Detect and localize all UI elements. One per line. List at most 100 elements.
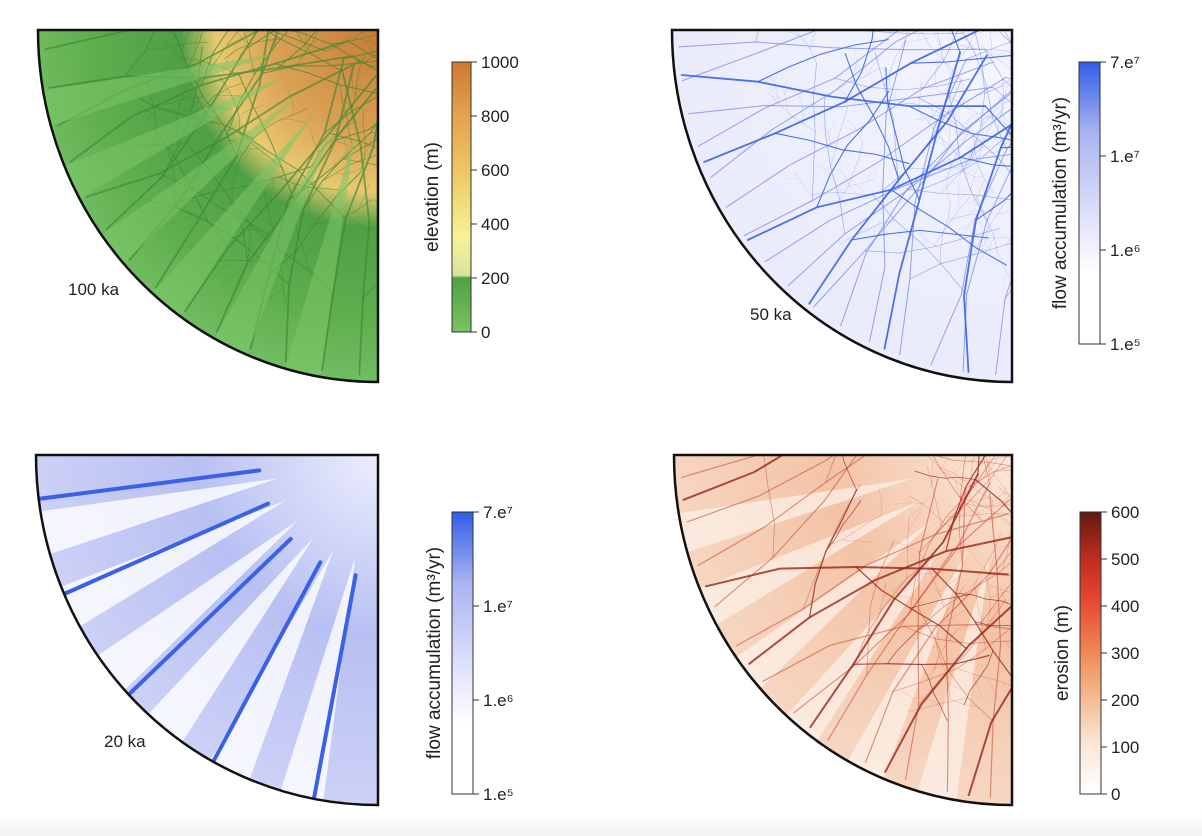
drainage-channel <box>878 487 882 516</box>
drainage-channel <box>235 147 252 172</box>
drainage-channel <box>963 650 994 706</box>
drainage-channel <box>212 259 234 280</box>
drainage-channel <box>917 241 929 248</box>
drainage-channel <box>984 49 1012 149</box>
drainage-channel <box>946 613 949 642</box>
drainage-channel <box>143 96 204 114</box>
drainage-channel <box>352 55 378 103</box>
drainage-channel <box>999 506 1012 517</box>
drainage-channel <box>825 30 964 35</box>
drainage-channel <box>341 70 371 376</box>
drainage-channel <box>1022 486 1027 547</box>
drainage-channel <box>1134 393 1161 401</box>
drainage-channel <box>180 82 202 102</box>
drainage-channel <box>1103 211 1112 220</box>
drainage-channel <box>1055 39 1078 53</box>
drainage-channel <box>981 455 991 479</box>
drainage-channel <box>1140 192 1152 195</box>
drainage-channel <box>1116 181 1140 195</box>
drainage-channel <box>401 196 414 220</box>
drainage-channel <box>790 30 795 34</box>
drainage-channel <box>961 502 986 517</box>
drainage-channel <box>973 201 1006 255</box>
drainage-channel <box>990 30 995 35</box>
drainage-channel <box>778 0 785 16</box>
drainage-channel <box>907 508 922 533</box>
drainage-channel <box>903 625 1012 644</box>
drainage-channel <box>954 162 967 165</box>
drainage-channel <box>400 6 406 33</box>
drainage-channel <box>1003 116 1011 127</box>
drainage-channel <box>988 243 991 256</box>
terrain-band <box>214 125 334 355</box>
colorbar-tick-label: 1.e⁵ <box>1110 335 1141 354</box>
drainage-channel <box>1033 181 1045 182</box>
drainage-channel <box>976 498 999 515</box>
bottom-fade <box>0 814 1202 836</box>
flow20-colorbar-title: flow accumulation (m³/yr) <box>424 547 445 759</box>
drainage-channel <box>267 178 273 207</box>
drainage-channel <box>1018 101 1030 104</box>
drainage-channel <box>719 384 767 421</box>
drainage-channel <box>953 456 977 474</box>
drainage-channel <box>918 599 1007 706</box>
drainage-channel <box>1169 104 1175 115</box>
drainage-channel <box>338 0 358 10</box>
drainage-channel <box>966 30 1012 60</box>
drainage-channel <box>885 30 895 40</box>
drainage-channel <box>1014 4 1037 18</box>
drainage-channel <box>1025 473 1038 497</box>
drainage-channel <box>949 698 977 707</box>
drainage-channel <box>839 142 863 201</box>
drainage-channel <box>967 164 977 174</box>
drainage-channel <box>299 217 317 241</box>
drainage-channel <box>304 30 308 54</box>
drainage-channel <box>981 118 984 148</box>
drainage-channel <box>909 594 971 609</box>
drainage-channel <box>167 213 194 226</box>
drainage-channel <box>1025 70 1052 76</box>
drainage-channel <box>908 495 960 532</box>
drainage-channel <box>982 67 985 80</box>
drainage-channel <box>1016 678 1042 688</box>
colorbar-tick-label: 100 <box>1111 738 1139 757</box>
drainage-channel <box>341 107 357 132</box>
drainage-channel <box>1028 177 1051 192</box>
drainage-channel <box>964 414 983 434</box>
colorbar-tick-label: 800 <box>481 107 509 126</box>
drainage-channel <box>933 30 941 35</box>
flow20-map-outline <box>34 453 380 807</box>
drainage-channel <box>451 7 464 31</box>
drainage-channel <box>423 35 445 52</box>
main-channel <box>36 468 262 501</box>
drainage-channel <box>337 114 347 141</box>
drainage-channel <box>1043 0 1047 19</box>
drainage-channel <box>1009 470 1012 486</box>
drainage-channel <box>918 111 960 159</box>
drainage-channel <box>227 30 251 46</box>
erosion-map-outline <box>672 453 1014 807</box>
drainage-channel <box>409 97 413 124</box>
colorbar-tick-label: 1.e⁵ <box>483 785 514 804</box>
drainage-channel <box>1027 14 1036 22</box>
drainage-channel <box>957 30 1012 31</box>
drainage-channel <box>353 37 378 45</box>
drainage-channel <box>381 79 441 94</box>
drainage-channel <box>1119 79 1180 89</box>
drainage-channel <box>222 268 245 286</box>
drainage-channel <box>1055 0 1108 25</box>
drainage-channel <box>1102 397 1104 425</box>
drainage-channel <box>978 22 990 25</box>
drainage-channel <box>817 392 837 450</box>
drainage-channel <box>1051 29 1061 37</box>
drainage-channel <box>894 84 898 98</box>
drainage-channel <box>184 72 378 313</box>
drainage-channel <box>945 455 1007 552</box>
drainage-channel <box>715 406 740 418</box>
drainage-channel <box>933 0 945 1</box>
colorbar-tick-label: 600 <box>481 161 509 180</box>
elevation-map-outline <box>36 28 380 384</box>
drainage-channel <box>920 78 922 91</box>
drainage-channel <box>748 534 1012 665</box>
drainage-channel <box>988 137 997 148</box>
